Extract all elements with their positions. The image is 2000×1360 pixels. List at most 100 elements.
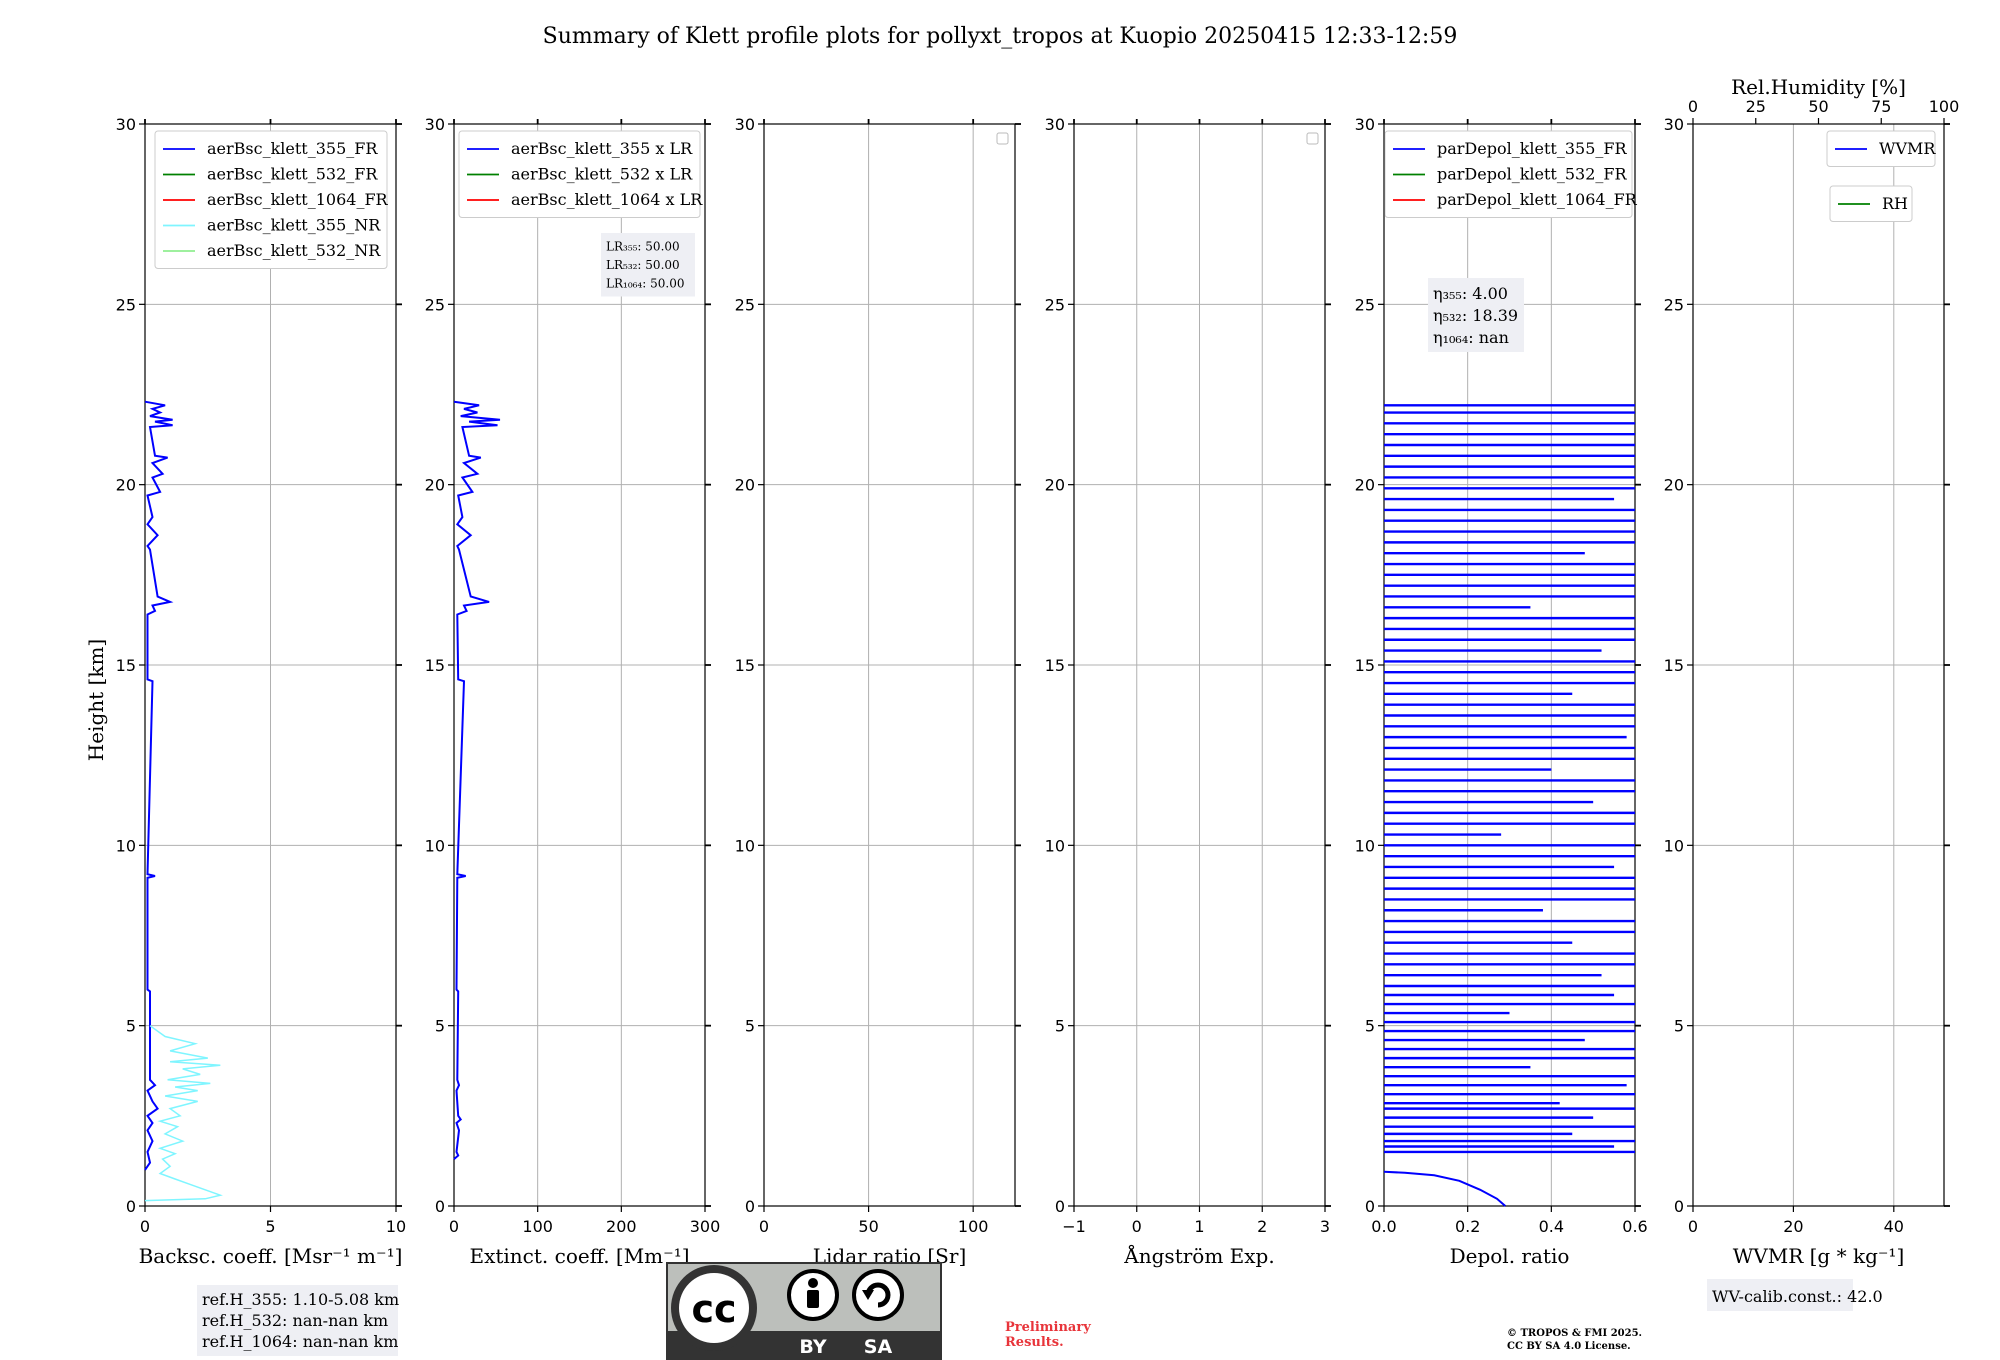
- x-tick-label: 50: [858, 1217, 878, 1236]
- by-icon-body: [807, 1290, 819, 1308]
- x-axis-label: Backsc. coeff. [Msr⁻¹ m⁻¹]: [139, 1244, 403, 1268]
- lidar-ratio-note-line: LR₁₀₆₄: 50.00: [606, 277, 684, 291]
- lidar-ratio-note: LR₃₅₅: 50.00 LR₅₃₂: 50.00 LR₁₀₆₄: 50.00: [601, 233, 695, 297]
- y-tick-label: 15: [425, 656, 445, 675]
- reference-height-note-line: ref.H_532: nan-nan km: [202, 1311, 388, 1330]
- x-tick-label: 0.0: [1371, 1217, 1396, 1236]
- y-tick-label: 30: [116, 115, 136, 134]
- x-axis-label: WVMR [g * kg⁻¹]: [1733, 1244, 1905, 1268]
- series-aerBsc_klett_355_FR: [144, 400, 174, 1171]
- y-tick-label: 25: [425, 295, 445, 314]
- y-tick-label: 10: [1355, 836, 1375, 855]
- preliminary-label: Results.: [1005, 1335, 1064, 1350]
- wv-calib-note-box: [1707, 1279, 1853, 1311]
- x-tick-label: 0: [1688, 1217, 1698, 1236]
- y-tick-label: 30: [425, 115, 445, 134]
- legend-label: aerBsc_klett_355_FR: [207, 139, 378, 158]
- y-tick-label: 15: [1045, 656, 1065, 675]
- sa-icon-arrowhead: [862, 1290, 874, 1300]
- reference-height-note-line: ref.H_1064: nan-nan km: [202, 1332, 398, 1351]
- y-tick-label: 25: [1045, 295, 1065, 314]
- x-tick-label: 0: [1132, 1217, 1142, 1236]
- by-label: BY: [799, 1336, 826, 1358]
- x-tick-label: 100: [522, 1217, 553, 1236]
- x-tick-label: 5: [265, 1217, 275, 1236]
- legend-wvmr: WVMR: [1826, 130, 1936, 167]
- cc-circle-inner: [679, 1273, 749, 1343]
- y-tick-label: 20: [1664, 476, 1684, 495]
- preliminary-label: Preliminary: [1005, 1320, 1091, 1335]
- legend-label: parDepol_klett_355_FR: [1437, 139, 1628, 158]
- x-tick-label: 0: [759, 1217, 769, 1236]
- y-tick-label: 20: [425, 476, 445, 495]
- reference-height-note-box: [197, 1285, 398, 1356]
- y-tick-label: 0: [1055, 1197, 1065, 1216]
- y-tick-label: 15: [1355, 656, 1375, 675]
- chart-title: Summary of Klett profile plots for polly…: [543, 24, 1458, 49]
- y-tick-label: 10: [1664, 836, 1684, 855]
- legend-label: aerBsc_klett_532 x LR: [511, 165, 693, 184]
- y-tick-label: 25: [1355, 295, 1375, 314]
- x-tick-label: 0.6: [1622, 1217, 1647, 1236]
- y-tick-label: 30: [1355, 115, 1375, 134]
- y-tick-label: 20: [735, 476, 755, 495]
- y-axis-label: Height [km]: [84, 639, 108, 761]
- legend-label: RH: [1882, 194, 1908, 213]
- cc-by-sa-logo: cc BY SA: [666, 1262, 942, 1360]
- x-axis-label: Ångström Exp.: [1123, 1243, 1274, 1268]
- eta-note-box: [1428, 278, 1524, 352]
- eta-note-line: η₅₃₂: 18.39: [1433, 306, 1518, 325]
- legend-label: aerBsc_klett_1064 x LR: [511, 190, 703, 209]
- reference-height-note: ref.H_355: 1.10-5.08 km ref.H_532: nan-na…: [197, 1285, 399, 1356]
- eta-note-line: η₃₅₅: 4.00: [1433, 284, 1508, 303]
- x-tick-label: 2: [1257, 1217, 1267, 1236]
- series-parDepol_klett_355_FR: [1383, 404, 1635, 1207]
- by-icon-head: [808, 1278, 818, 1288]
- x-tick-label: 100: [958, 1217, 989, 1236]
- y-tick-label: 5: [126, 1017, 136, 1036]
- legend-label: WVMR: [1879, 139, 1936, 158]
- legend-frame: [458, 130, 701, 218]
- lidar-ratio-note-line: LR₅₃₂: 50.00: [606, 258, 680, 272]
- y-tick-label: 20: [1045, 476, 1065, 495]
- wv-calib-note: WV-calib.const.: 42.0: [1707, 1279, 1883, 1311]
- x-axis-label: Extinct. coeff. [Mm⁻¹]: [469, 1244, 689, 1268]
- y-tick-label: 0: [126, 1197, 136, 1216]
- legend-label: parDepol_klett_532_FR: [1437, 165, 1628, 184]
- x-tick-label: 20: [1783, 1217, 1803, 1236]
- y-tick-label: 5: [745, 1017, 755, 1036]
- legend-label: aerBsc_klett_532_FR: [207, 165, 378, 184]
- top-x-tick-label: 0: [1688, 97, 1698, 116]
- legend-rh: RH: [1829, 185, 1913, 222]
- y-tick-label: 0: [745, 1197, 755, 1216]
- x-tick-label: 300: [690, 1217, 721, 1236]
- eta-note: η₃₅₅: 4.00 η₅₃₂: 18.39 η₁₀₆₄: nan: [1428, 278, 1524, 352]
- legend-depol: parDepol_klett_355_FR parDepol_klett_532_…: [1384, 130, 1638, 218]
- wv-calib-note-line: WV-calib.const.: 42.0: [1712, 1287, 1883, 1306]
- x-tick-label: 3: [1320, 1217, 1330, 1236]
- y-tick-label: 5: [1365, 1017, 1375, 1036]
- y-tick-label: 30: [735, 115, 755, 134]
- x-tick-label: −1: [1062, 1217, 1086, 1236]
- copyright-label: © TROPOS & FMI 2025.: [1507, 1328, 1642, 1339]
- x-tick-label: 0.4: [1539, 1217, 1564, 1236]
- x-axis-label: Depol. ratio: [1450, 1244, 1570, 1268]
- legend-frame: [1826, 130, 1936, 167]
- top-x-tick-label: 100: [1929, 97, 1960, 116]
- top-x-axis-label: Rel.Humidity [%]: [1731, 75, 1906, 99]
- legend-frame: [1829, 185, 1913, 222]
- x-tick-label: 0: [140, 1217, 150, 1236]
- legend-frame: [154, 130, 388, 269]
- y-tick-label: 0: [435, 1197, 445, 1216]
- y-tick-label: 25: [1664, 295, 1684, 314]
- y-tick-label: 10: [1045, 836, 1065, 855]
- legend-label: aerBsc_klett_1064_FR: [207, 190, 389, 209]
- legend-label: aerBsc_klett_532_NR: [207, 241, 381, 260]
- panel-5: 0 5 10 15 20 25 30 0.0 0.2 0.4 0.6 Depol. ratio: [1355, 115, 1648, 1268]
- legend-label: parDepol_klett_1064_FR: [1437, 190, 1638, 209]
- panel-1: 0 5 10 15 20 25 30 0 5 10 Backsc. coeff. [Msr⁻¹ m⁻…: [116, 115, 407, 1268]
